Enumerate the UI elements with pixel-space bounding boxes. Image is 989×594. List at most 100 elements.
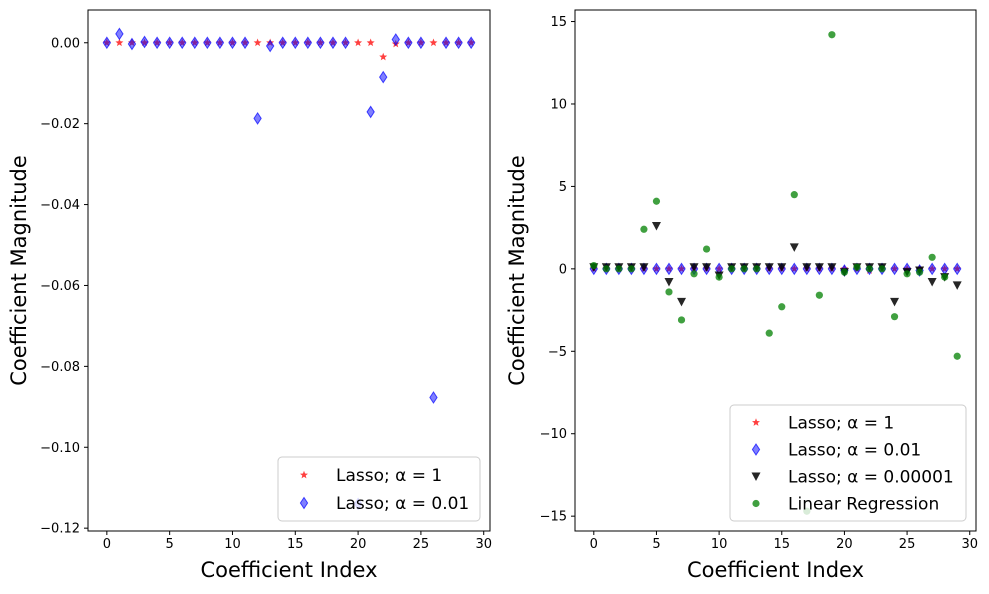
x-tick-label: 30 bbox=[475, 537, 492, 552]
y-tick-label: −10 bbox=[540, 427, 567, 442]
data-point bbox=[753, 265, 761, 273]
data-point bbox=[602, 265, 610, 273]
legend-marker bbox=[751, 472, 761, 481]
data-point bbox=[927, 278, 937, 287]
data-point bbox=[651, 221, 661, 231]
data-point bbox=[627, 265, 635, 273]
data-point bbox=[789, 243, 799, 252]
series-1 bbox=[102, 27, 476, 511]
data-point bbox=[102, 36, 112, 50]
data-point bbox=[903, 270, 911, 278]
data-point bbox=[865, 265, 874, 273]
data-point bbox=[240, 36, 250, 50]
y-tick-label: 0 bbox=[559, 262, 567, 277]
data-point bbox=[354, 38, 363, 47]
data-point bbox=[429, 391, 438, 404]
data-point bbox=[890, 313, 899, 321]
data-point bbox=[665, 288, 673, 296]
data-point bbox=[764, 263, 774, 272]
data-point bbox=[441, 36, 451, 50]
data-point bbox=[952, 281, 962, 290]
data-point bbox=[115, 27, 124, 41]
data-point bbox=[815, 291, 823, 299]
data-point bbox=[379, 70, 388, 84]
data-point bbox=[278, 36, 287, 50]
data-point bbox=[127, 37, 137, 51]
data-point bbox=[341, 36, 350, 50]
y-tick-label: −5 bbox=[548, 345, 567, 360]
data-point bbox=[366, 105, 375, 119]
y-axis-label: Coefficient Magnitude bbox=[7, 155, 31, 386]
right-chart-panel: 0 5 10 15 20 25 30 15 10 5 0 −5 −10 −15 Coefficient In… bbox=[505, 9, 978, 582]
left-chart-panel: 0 5 10 15 20 25 30 0.00 −0.02 −0.04 −0.06 −0.08 −0.1… bbox=[7, 9, 492, 582]
y-tick-label: −0.02 bbox=[40, 117, 80, 132]
data-point bbox=[203, 36, 212, 50]
y-tick-label: 5 bbox=[559, 180, 567, 195]
data-point bbox=[728, 265, 736, 273]
y-axis-label: Coefficient Magnitude bbox=[505, 155, 529, 386]
legend-label: Lasso; α = 1 bbox=[336, 466, 442, 486]
data-point bbox=[215, 36, 225, 50]
data-point bbox=[652, 197, 661, 205]
x-tick-label: 20 bbox=[836, 537, 853, 552]
data-point bbox=[366, 38, 375, 47]
data-point bbox=[228, 36, 237, 50]
x-tick-label: 15 bbox=[287, 537, 304, 552]
data-point bbox=[265, 39, 275, 53]
data-point bbox=[802, 263, 812, 272]
x-tick-label: 25 bbox=[413, 537, 430, 552]
data-point bbox=[953, 262, 962, 276]
data-point bbox=[404, 36, 413, 50]
data-point bbox=[927, 262, 937, 276]
data-point bbox=[828, 31, 836, 39]
x-tick-label: 10 bbox=[711, 537, 728, 552]
data-point bbox=[778, 303, 786, 311]
data-point bbox=[253, 111, 262, 125]
x-tick-label: 5 bbox=[166, 537, 174, 552]
data-point bbox=[765, 329, 773, 337]
x-tick-label: 25 bbox=[899, 537, 916, 552]
x-tick-label: 10 bbox=[224, 537, 241, 552]
series-3 bbox=[590, 31, 961, 515]
legend-box bbox=[277, 456, 481, 522]
y-tick-label: −0.06 bbox=[40, 279, 80, 294]
data-point bbox=[391, 33, 400, 46]
data-point bbox=[790, 191, 798, 199]
data-point bbox=[941, 273, 949, 281]
data-point bbox=[702, 263, 712, 272]
x-tick-label: 15 bbox=[773, 537, 790, 552]
data-point bbox=[640, 225, 648, 233]
legend-marker bbox=[752, 418, 760, 426]
data-point bbox=[689, 263, 699, 272]
data-point bbox=[291, 36, 300, 50]
plot-frame bbox=[87, 9, 491, 532]
legend-label: Lasso; α = 1 bbox=[788, 414, 894, 434]
data-point bbox=[677, 316, 686, 324]
data-point bbox=[827, 263, 837, 272]
legend-marker bbox=[751, 443, 761, 456]
data-points bbox=[589, 31, 962, 515]
data-point bbox=[615, 265, 623, 273]
data-point bbox=[690, 270, 698, 278]
legend-marker bbox=[752, 499, 760, 508]
y-tick-label: −0.04 bbox=[40, 198, 80, 213]
data-point bbox=[928, 253, 936, 261]
data-point bbox=[316, 36, 325, 50]
data-point bbox=[190, 36, 199, 50]
data-point bbox=[152, 36, 162, 50]
data-point bbox=[454, 36, 463, 50]
data-point bbox=[115, 38, 124, 47]
legend-label: Lasso; α = 0.00001 bbox=[788, 468, 954, 488]
data-point bbox=[253, 38, 262, 47]
x-axis-label: Coefficient Index bbox=[687, 558, 864, 582]
x-tick-label: 5 bbox=[652, 537, 660, 552]
data-point bbox=[777, 263, 787, 272]
data-point bbox=[664, 278, 674, 287]
y-tick-label: 15 bbox=[550, 15, 567, 30]
y-tick-label: −15 bbox=[540, 510, 567, 525]
data-point bbox=[328, 36, 338, 50]
data-point bbox=[916, 268, 924, 276]
data-point bbox=[677, 262, 686, 276]
data-point bbox=[840, 268, 849, 276]
